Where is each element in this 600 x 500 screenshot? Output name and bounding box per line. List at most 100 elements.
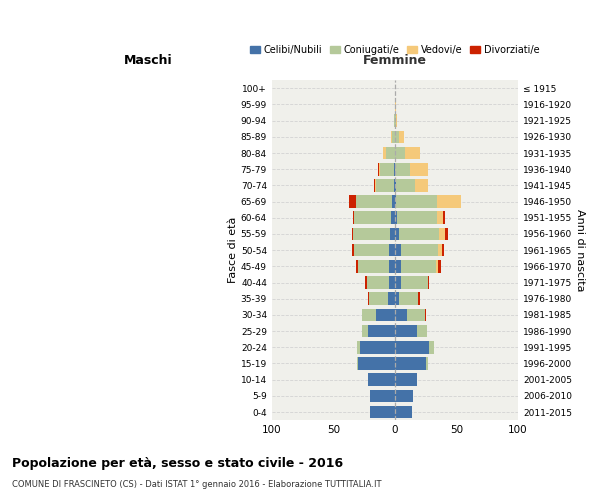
Bar [395,244,401,256]
Y-axis label: Anni di nascita: Anni di nascita [575,209,585,292]
Bar [395,374,417,386]
Bar [375,179,376,192]
Bar [352,244,355,256]
Bar [369,292,388,305]
Bar [396,114,397,127]
Bar [426,357,428,370]
Bar [436,260,438,272]
Bar [442,244,444,256]
Bar [418,292,419,305]
Bar [398,228,439,240]
Bar [430,341,434,353]
Bar [367,276,389,289]
Bar [391,130,392,143]
Bar [395,276,401,289]
Bar [368,374,395,386]
Bar [425,308,426,321]
Bar [395,98,396,111]
Bar [357,357,358,370]
Bar [395,130,398,143]
Bar [428,276,430,289]
Bar [362,308,376,321]
Bar [443,212,445,224]
Bar [368,292,369,305]
Bar [394,114,395,127]
Bar [389,244,395,256]
Bar [365,276,367,289]
Bar [357,341,361,353]
Bar [395,390,413,402]
Bar [378,163,379,175]
Bar [405,146,419,160]
Bar [398,130,404,143]
Bar [407,308,425,321]
Bar [395,292,398,305]
Bar [437,196,461,208]
Bar [352,228,353,240]
Bar [395,325,417,338]
Bar [358,260,389,272]
Y-axis label: Fasce di età: Fasce di età [228,217,238,284]
Bar [392,196,395,208]
Bar [380,163,394,175]
Text: Femmine: Femmine [363,54,427,66]
Bar [389,276,395,289]
Bar [374,179,375,192]
Bar [376,308,395,321]
Text: Popolazione per età, sesso e stato civile - 2016: Popolazione per età, sesso e stato civil… [12,458,343,470]
Bar [395,146,405,160]
Bar [379,163,380,175]
Bar [390,228,395,240]
Bar [386,146,395,160]
Text: Maschi: Maschi [124,54,173,66]
Text: COMUNE DI FRASCINETO (CS) - Dati ISTAT 1° gennaio 2016 - Elaborazione TUTTITALIA: COMUNE DI FRASCINETO (CS) - Dati ISTAT 1… [12,480,382,489]
Bar [389,260,395,272]
Bar [395,196,396,208]
Bar [361,341,395,353]
Bar [383,146,386,160]
Bar [355,244,389,256]
Bar [391,212,395,224]
Bar [355,212,391,224]
Bar [396,196,437,208]
Bar [395,179,396,192]
Bar [395,114,396,127]
Bar [395,228,398,240]
Bar [353,228,390,240]
Bar [362,325,368,338]
Bar [395,163,410,175]
Bar [370,406,395,418]
Bar [388,292,395,305]
Bar [356,260,358,272]
Bar [392,130,395,143]
Legend: Celibi/Nubili, Coniugati/e, Vedovi/e, Divorziati/e: Celibi/Nubili, Coniugati/e, Vedovi/e, Di… [247,41,544,58]
Bar [395,308,407,321]
Bar [356,196,392,208]
Bar [401,260,436,272]
Bar [438,244,442,256]
Bar [397,212,437,224]
Bar [415,179,428,192]
Bar [395,357,426,370]
Bar [395,341,430,353]
Bar [394,163,395,175]
Bar [410,163,428,175]
Bar [368,325,395,338]
Bar [437,212,443,224]
Bar [398,292,418,305]
Bar [445,228,448,240]
Bar [376,179,394,192]
Bar [395,406,412,418]
Bar [370,390,395,402]
Bar [395,260,401,272]
Bar [396,179,415,192]
Bar [358,357,395,370]
Bar [401,276,428,289]
Bar [349,196,356,208]
Bar [438,260,440,272]
Bar [417,325,427,338]
Bar [401,244,438,256]
Bar [394,179,395,192]
Bar [353,212,355,224]
Bar [439,228,445,240]
